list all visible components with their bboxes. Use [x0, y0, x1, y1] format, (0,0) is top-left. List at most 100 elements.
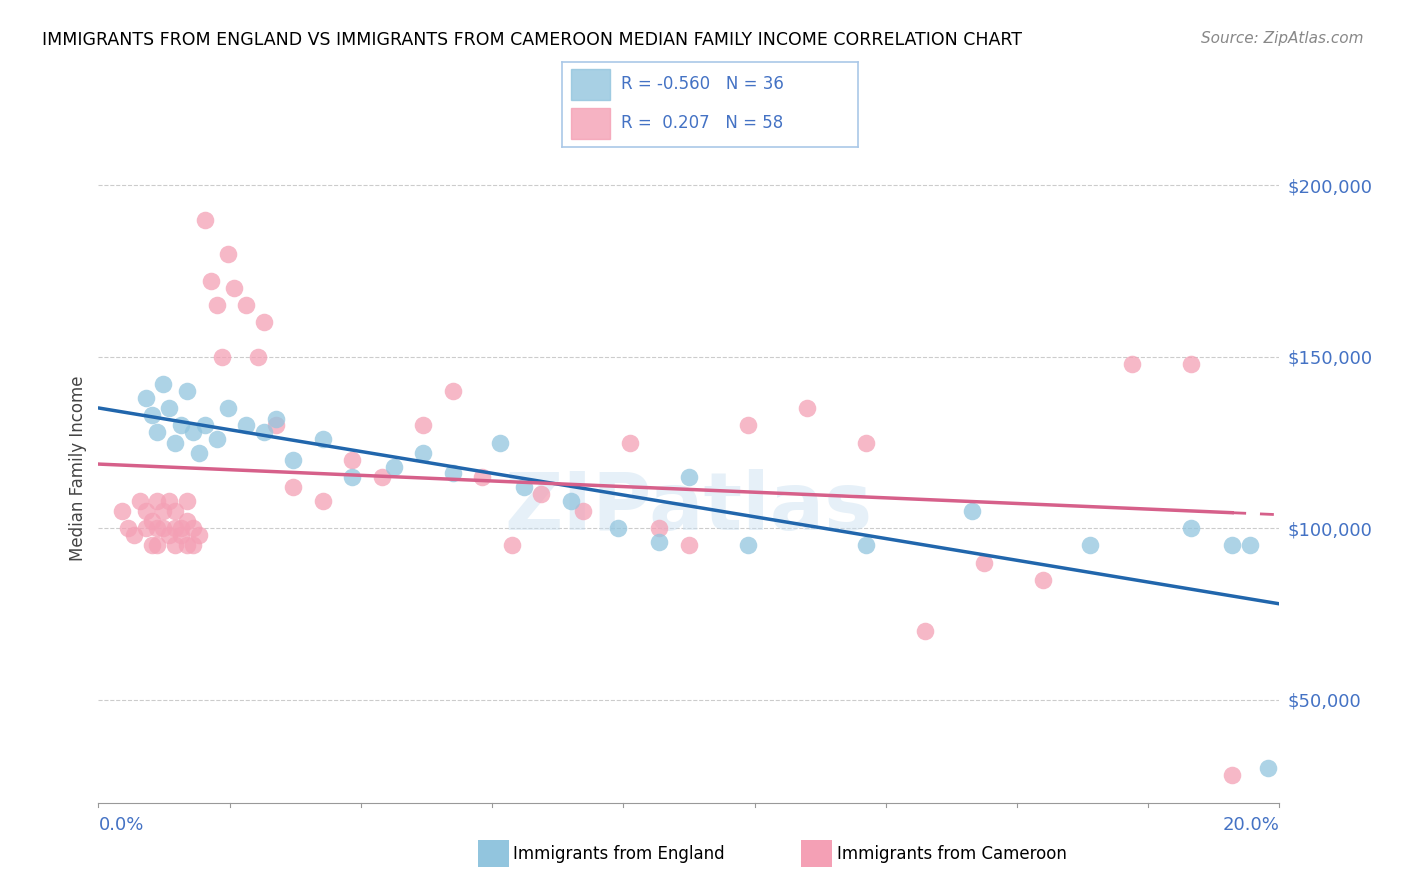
Point	[342, 452, 364, 467]
Point	[648, 535, 671, 549]
Point	[152, 521, 174, 535]
Point	[253, 425, 276, 440]
Point	[135, 391, 157, 405]
Point	[855, 539, 877, 553]
Point	[512, 480, 534, 494]
Point	[678, 470, 700, 484]
Point	[1080, 539, 1102, 553]
Point	[648, 521, 671, 535]
Point	[264, 418, 287, 433]
Point	[471, 470, 494, 484]
Point	[152, 377, 174, 392]
Point	[371, 470, 394, 484]
Bar	[571, 70, 610, 100]
Point	[914, 624, 936, 639]
Point	[737, 539, 759, 553]
Point	[571, 504, 593, 518]
Point	[135, 521, 157, 535]
Point	[117, 521, 139, 535]
Point	[181, 521, 204, 535]
Point	[152, 504, 174, 518]
Point	[165, 504, 187, 518]
Point	[441, 384, 464, 398]
Point	[1032, 573, 1054, 587]
Point	[194, 212, 217, 227]
Point	[165, 435, 187, 450]
Point	[141, 539, 163, 553]
Text: 0.0%: 0.0%	[98, 816, 143, 834]
Point	[283, 480, 305, 494]
Point	[181, 539, 204, 553]
Point	[796, 401, 818, 416]
Point	[1220, 768, 1243, 782]
Point	[312, 494, 335, 508]
Point	[855, 435, 877, 450]
Bar	[571, 108, 610, 139]
Point	[146, 539, 169, 553]
Point	[607, 521, 630, 535]
Point	[157, 401, 180, 416]
Point	[157, 528, 180, 542]
Point	[1180, 521, 1202, 535]
Point	[962, 504, 984, 518]
Point	[170, 528, 193, 542]
Point	[264, 411, 287, 425]
Point	[157, 494, 180, 508]
Point	[176, 384, 198, 398]
Point	[211, 350, 233, 364]
Point	[146, 425, 169, 440]
Point	[170, 521, 193, 535]
Point	[181, 425, 204, 440]
Point	[1180, 357, 1202, 371]
Point	[1220, 539, 1243, 553]
Point	[235, 298, 257, 312]
Point	[973, 556, 995, 570]
Point	[176, 539, 198, 553]
Point	[176, 494, 198, 508]
Point	[165, 521, 187, 535]
Point	[128, 494, 150, 508]
Point	[176, 515, 198, 529]
Point	[530, 487, 553, 501]
Point	[187, 446, 209, 460]
Point	[217, 247, 239, 261]
Point	[194, 418, 217, 433]
Point	[135, 504, 157, 518]
Text: ZIPatlas: ZIPatlas	[505, 469, 873, 548]
Point	[1257, 762, 1279, 776]
Point	[146, 494, 169, 508]
Point	[217, 401, 239, 416]
Point	[560, 494, 582, 508]
Point	[737, 418, 759, 433]
Point	[235, 418, 257, 433]
Point	[122, 528, 145, 542]
Text: Immigrants from Cameroon: Immigrants from Cameroon	[837, 845, 1066, 863]
Point	[165, 539, 187, 553]
Text: R = -0.560   N = 36: R = -0.560 N = 36	[621, 75, 785, 93]
Point	[200, 274, 222, 288]
Point	[312, 432, 335, 446]
Text: IMMIGRANTS FROM ENGLAND VS IMMIGRANTS FROM CAMEROON MEDIAN FAMILY INCOME CORRELA: IMMIGRANTS FROM ENGLAND VS IMMIGRANTS FR…	[42, 31, 1022, 49]
Point	[1239, 539, 1261, 553]
Y-axis label: Median Family Income: Median Family Income	[69, 376, 87, 561]
Point	[146, 521, 169, 535]
Point	[253, 316, 276, 330]
Point	[141, 408, 163, 422]
Text: R =  0.207   N = 58: R = 0.207 N = 58	[621, 114, 783, 132]
Point	[382, 459, 405, 474]
Point	[501, 539, 523, 553]
Point	[412, 418, 434, 433]
Point	[205, 298, 228, 312]
Point	[170, 418, 193, 433]
Point	[187, 528, 209, 542]
Point	[111, 504, 134, 518]
Point	[489, 435, 512, 450]
Point	[1121, 357, 1143, 371]
Text: Source: ZipAtlas.com: Source: ZipAtlas.com	[1201, 31, 1364, 46]
Text: 20.0%: 20.0%	[1223, 816, 1279, 834]
Point	[678, 539, 700, 553]
Point	[246, 350, 269, 364]
Point	[141, 515, 163, 529]
Text: Immigrants from England: Immigrants from England	[513, 845, 725, 863]
Point	[619, 435, 641, 450]
